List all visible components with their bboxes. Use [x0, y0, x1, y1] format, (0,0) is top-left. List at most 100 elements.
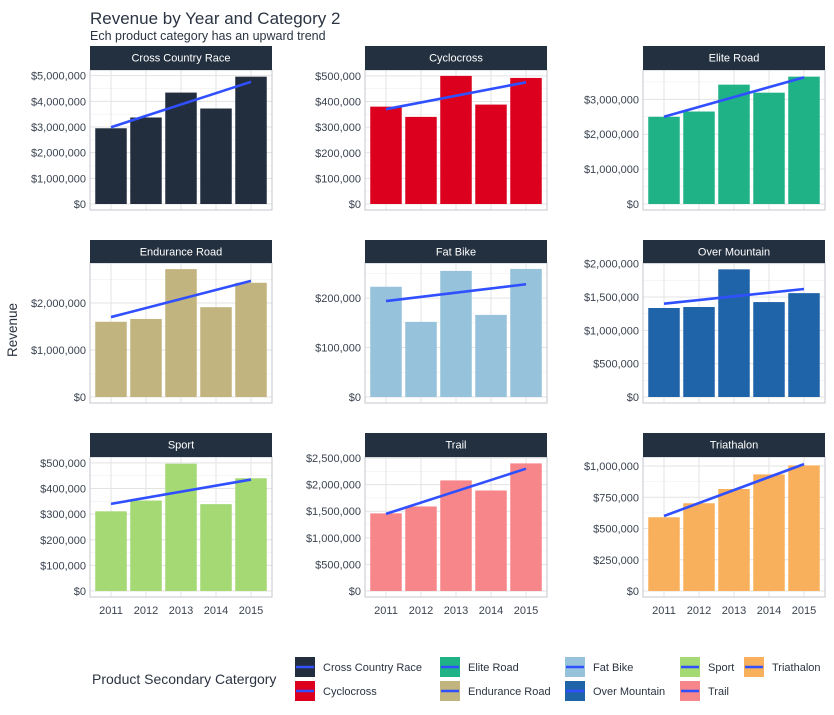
y-tick-label: $3,000,000 — [31, 122, 86, 134]
facet-panel: $0 $1,000,000 $2,000,000 $3,000,000 $4,000,0… — [31, 46, 273, 211]
y-tick-label: $500,000 — [40, 458, 86, 470]
facet-strip-label: Triathalon — [710, 440, 759, 452]
facet-strip — [90, 240, 272, 263]
bar-2012 — [405, 321, 437, 397]
legend-label: Sport — [708, 662, 734, 674]
bar-2011 — [95, 128, 127, 204]
y-tick-label: $0 — [627, 586, 639, 598]
legend-label: Elite Road — [468, 662, 519, 674]
facet-panel: $0 $250,000 $500,000 $750,000 $1,000,000 Tria… — [584, 433, 826, 617]
trend-line — [385, 81, 527, 111]
legend-label: Trail — [708, 686, 729, 698]
y-tick-label: $0 — [74, 392, 86, 404]
legend-label: Cross Country Race — [323, 662, 422, 674]
trend-line — [110, 279, 252, 319]
legend-item: Sport — [680, 657, 734, 677]
bar-2015 — [235, 76, 267, 204]
facet-panel: $0 $500,000 $1,000,000 $1,500,000 $2,000,000… — [306, 433, 548, 617]
y-tick-label: $1,500,000 — [306, 506, 361, 518]
x-tick-label: 2012 — [409, 605, 433, 617]
legend-item: Cross Country Race — [295, 657, 422, 677]
y-tick-label: $200,000 — [315, 293, 361, 305]
y-tick-label: $1,000,000 — [584, 164, 639, 176]
legend-item: Trail — [680, 681, 729, 701]
bar-2015 — [235, 282, 267, 397]
y-tick-label: $1,000,000 — [31, 345, 86, 357]
bar-2011 — [370, 513, 402, 591]
facet-strip — [643, 433, 825, 457]
chart-subtitle: Ech product category has an upward trend — [90, 29, 326, 43]
bar-2011 — [370, 286, 402, 397]
y-tick-label: $0 — [74, 199, 86, 211]
x-tick-label: 2012 — [134, 605, 158, 617]
y-tick-label: $1,000,000 — [31, 173, 86, 185]
bar-2012 — [683, 307, 715, 397]
bar-2015 — [788, 293, 820, 397]
x-tick-label: 2014 — [204, 605, 228, 617]
bar-2013 — [165, 92, 197, 204]
y-tick-label: $2,500,000 — [306, 453, 361, 465]
facet-strip-label: Trail — [446, 440, 467, 452]
x-tick-label: 2015 — [239, 605, 263, 617]
bar-2011 — [95, 321, 127, 397]
y-axis-label: Revenue — [5, 303, 20, 357]
y-tick-label: $400,000 — [40, 484, 86, 496]
x-tick-label: 2015 — [792, 605, 816, 617]
y-tick-label: $0 — [349, 392, 361, 404]
bar-2014 — [753, 92, 785, 204]
y-tick-label: $0 — [74, 586, 86, 598]
y-tick-label: $2,000,000 — [306, 480, 361, 492]
bar-2011 — [95, 511, 127, 591]
x-tick-label: 2013 — [444, 605, 468, 617]
trend-line — [663, 287, 805, 305]
facet-strip-label: Elite Road — [709, 53, 760, 65]
bar-2014 — [475, 314, 507, 397]
bar-2015 — [510, 463, 542, 591]
y-tick-label: $1,000,000 — [584, 461, 639, 473]
y-tick-label: $250,000 — [593, 555, 639, 567]
facet-strip — [365, 46, 547, 70]
bar-2013 — [718, 84, 750, 204]
bar-2015 — [235, 478, 267, 591]
legend-label: Over Mountain — [593, 686, 665, 698]
bar-2014 — [475, 490, 507, 591]
facet-panel: $0 $100,000 $200,000 $300,000 $400,000 $500,0… — [315, 46, 548, 211]
y-tick-label: $0 — [627, 392, 639, 404]
legend-item: Endurance Road — [440, 681, 551, 701]
y-tick-label: $100,000 — [40, 560, 86, 572]
x-tick-label: 2012 — [687, 605, 711, 617]
y-tick-label: $1,000,000 — [306, 533, 361, 545]
x-tick-label: 2015 — [514, 605, 538, 617]
bar-2014 — [475, 104, 507, 204]
y-tick-label: $750,000 — [593, 492, 639, 504]
facet-panel: $0 $1,000,000 $2,000,000 $3,000,000 Elite Ro… — [584, 46, 826, 211]
y-tick-label: $1,000,000 — [584, 325, 639, 337]
facet-panel: $0 $1,000,000 $2,000,000 Endurance Road — [31, 240, 273, 404]
x-tick-label: 2011 — [652, 605, 676, 617]
bar-2015 — [510, 268, 542, 397]
facet-strip-label: Endurance Road — [140, 247, 223, 259]
y-tick-label: $2,000,000 — [31, 148, 86, 160]
facet-strip-label: Over Mountain — [698, 247, 770, 259]
legend: Cross Country Race Cyclocross Elite Road En… — [295, 657, 821, 701]
bar-2014 — [753, 474, 785, 591]
legend-label: Endurance Road — [468, 686, 551, 698]
bar-2012 — [405, 116, 437, 204]
legend-label: Fat Bike — [593, 662, 633, 674]
x-tick-label: 2014 — [757, 605, 781, 617]
y-tick-label: $0 — [349, 199, 361, 211]
x-tick-label: 2013 — [169, 605, 193, 617]
bar-2013 — [440, 270, 472, 397]
bar-2011 — [648, 517, 680, 591]
y-tick-label: $400,000 — [315, 97, 361, 109]
x-tick-label: 2011 — [374, 605, 398, 617]
facet-strip-label: Cyclocross — [429, 53, 483, 65]
legend-item: Elite Road — [440, 657, 519, 677]
facet-panel: $0 $100,000 $200,000 Fat Bike — [315, 240, 548, 404]
y-tick-label: $1,500,000 — [584, 292, 639, 304]
trend-line — [385, 282, 527, 303]
facet-strip-label: Cross Country Race — [131, 53, 230, 65]
bar-2011 — [648, 116, 680, 204]
